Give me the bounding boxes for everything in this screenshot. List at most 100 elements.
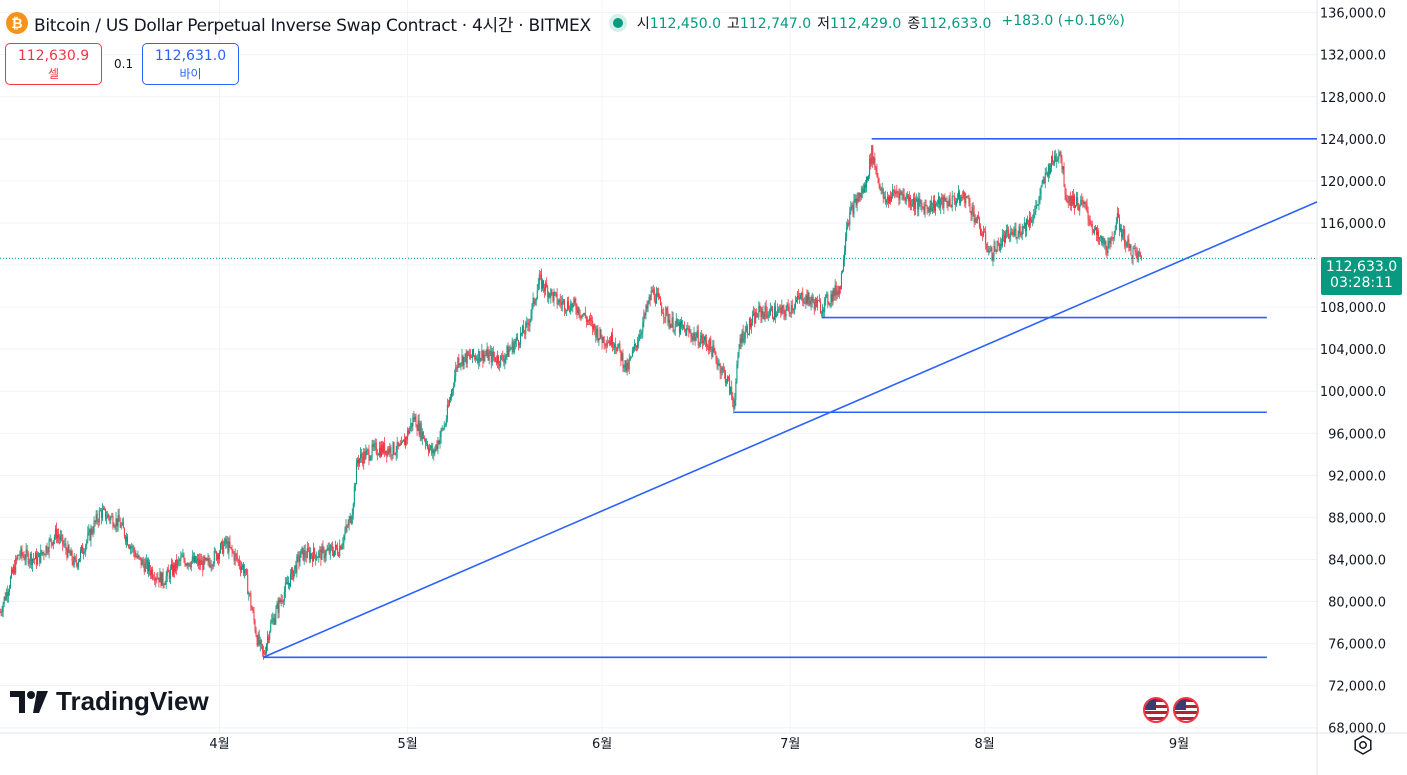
candle-body: [735, 381, 737, 400]
candle-body: [537, 284, 539, 291]
candle-body: [1016, 237, 1018, 239]
time-tick-label: 8월: [974, 737, 994, 752]
candle-body: [1059, 152, 1061, 154]
candle-body: [760, 308, 762, 317]
candle-body: [1133, 248, 1135, 249]
candle-body: [19, 554, 21, 556]
candle-body: [127, 536, 129, 546]
candle-body: [238, 560, 240, 566]
candle-body: [946, 201, 948, 205]
buy-button[interactable]: 112,631.0 바이: [142, 43, 239, 85]
candle-body: [853, 199, 855, 215]
candle-body: [779, 307, 781, 310]
candle-body: [423, 438, 425, 440]
candle-body: [442, 428, 444, 430]
candle-body: [1092, 229, 1094, 234]
candle-body: [893, 190, 895, 192]
candle-body: [857, 198, 859, 202]
candle-body: [1048, 164, 1050, 174]
candle-body: [179, 559, 181, 561]
candle-body: [515, 336, 517, 342]
candle-body: [45, 545, 47, 555]
candle-body: [809, 299, 811, 305]
candle-body: [452, 389, 454, 391]
candle-body: [741, 331, 743, 343]
candle-body: [911, 204, 913, 206]
candle-body: [699, 339, 701, 346]
candle-body: [33, 558, 35, 560]
candle-body: [310, 553, 312, 557]
candle-body: [525, 322, 527, 335]
candle-body: [478, 351, 480, 363]
candle-body: [1113, 232, 1115, 239]
candle-body: [564, 310, 566, 312]
candle-body: [543, 280, 545, 289]
candle-body: [304, 550, 306, 557]
candle-body: [867, 177, 869, 181]
candle-body: [689, 331, 691, 333]
candle-body: [63, 544, 65, 546]
candle-body: [23, 556, 25, 560]
candle-body: [540, 274, 542, 289]
candle-body: [714, 350, 716, 353]
candle-body: [1060, 152, 1062, 158]
spread-value: 0.1: [114, 57, 134, 71]
candle-body: [189, 565, 191, 568]
us-flag-icon[interactable]: [1143, 697, 1169, 723]
candle-body: [451, 390, 453, 398]
candle-body: [130, 546, 132, 549]
candle-body: [192, 556, 194, 562]
candle-body: [474, 355, 476, 357]
candle-body: [986, 244, 988, 249]
candle-body: [383, 442, 385, 453]
candle-body: [1084, 201, 1086, 204]
candle-body: [72, 561, 74, 566]
candle-body: [761, 311, 763, 317]
candle-body: [321, 546, 323, 560]
candle-body: [417, 420, 419, 431]
candle-body: [278, 599, 280, 613]
candle-body: [435, 444, 437, 450]
symbol-title[interactable]: Bitcoin / US Dollar Perpetual Inverse Sw…: [34, 15, 591, 36]
candle-body: [309, 553, 311, 560]
candle-body: [243, 565, 245, 574]
candle-body: [1002, 235, 1004, 237]
tradingview-logo[interactable]: TradingView: [10, 686, 209, 717]
candle-body: [61, 534, 63, 536]
candle-body: [267, 637, 269, 645]
candle-body: [902, 194, 904, 196]
candle-body: [642, 322, 644, 332]
candle-body: [365, 450, 367, 460]
candle-body: [940, 199, 942, 208]
candle-body: [38, 553, 40, 558]
candle-body: [286, 582, 288, 585]
candle-body: [762, 311, 764, 314]
candle-body: [862, 188, 864, 193]
settings-icon[interactable]: [1352, 734, 1374, 756]
candle-body: [211, 565, 213, 567]
candle-body: [1007, 229, 1009, 231]
candle-body: [650, 290, 652, 300]
trendline-drawing[interactable]: [263, 201, 1318, 659]
candle-body: [877, 175, 879, 178]
candle-body: [737, 355, 739, 365]
time-tick-label: 9월: [1169, 737, 1189, 752]
candle-body: [972, 206, 974, 212]
sell-button[interactable]: 112,630.9 셀: [5, 43, 102, 85]
candle-body: [151, 569, 153, 575]
candle-body: [879, 184, 881, 191]
candle-body: [105, 508, 107, 519]
time-tick-label: 5월: [398, 737, 418, 752]
candle-body: [608, 340, 610, 343]
candle-body: [463, 357, 465, 366]
candle-body: [1, 611, 3, 613]
us-flag-icon[interactable]: [1173, 697, 1199, 723]
candle-body: [742, 331, 744, 342]
candle-body: [613, 346, 615, 348]
candle-body: [888, 196, 890, 203]
candle-body: [765, 305, 767, 313]
candle-body: [891, 196, 893, 202]
candle-body: [98, 510, 100, 523]
candle-body: [40, 550, 42, 563]
